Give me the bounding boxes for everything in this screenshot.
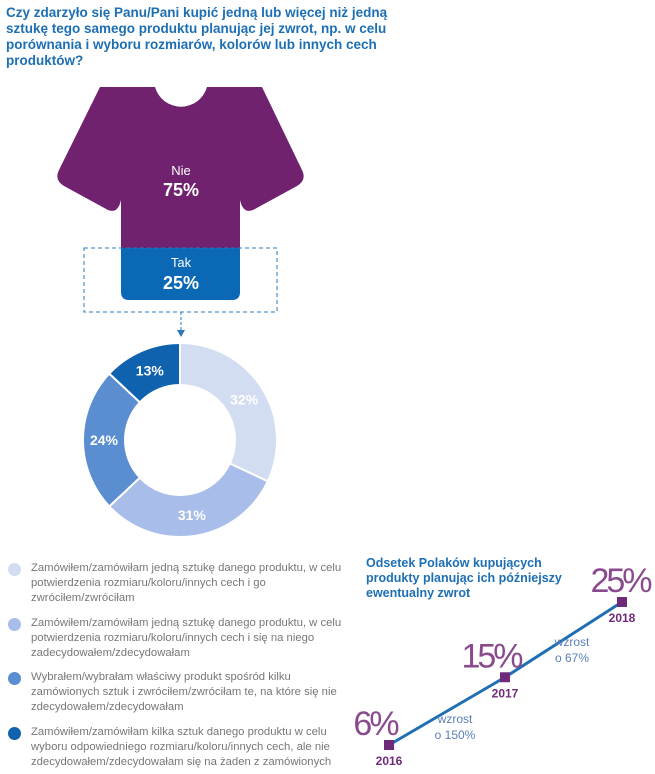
year-label: 2018 <box>609 611 636 625</box>
donut-slice <box>107 462 270 538</box>
donut-slice <box>179 341 278 483</box>
value-label: 15% <box>461 637 523 675</box>
nie-value: 75% <box>163 180 199 200</box>
data-point <box>500 672 510 683</box>
slice-label: 24% <box>90 432 119 448</box>
legend-dot <box>8 727 21 740</box>
arrow-down-icon <box>177 330 185 337</box>
nie-label: Nie <box>171 163 191 178</box>
legend-label: Wybrałem/wybrałam właściwy produkt spośr… <box>31 671 337 713</box>
data-point <box>384 740 394 750</box>
shirt-tak <box>121 248 240 300</box>
value-label: 6% <box>353 705 399 743</box>
legend-item: Wybrałem/wybrałam właściwy produkt spośr… <box>8 670 358 715</box>
year-label: 2016 <box>376 754 403 768</box>
data-point <box>617 597 627 607</box>
line-chart-title: Odsetek Polaków kupujących produkty plan… <box>366 556 562 600</box>
question-title: Czy zdarzyło się Panu/Pani kupić jedną l… <box>6 5 388 68</box>
growth-annotation: o 150% <box>435 728 476 742</box>
legend-dot <box>8 672 21 685</box>
year-label: 2017 <box>492 686 519 700</box>
line-chart: 2016 6% 2017 15% 2018 25% wzrost o 150% wzrost o … <box>353 562 655 768</box>
tak-label: Tak <box>171 255 192 270</box>
slice-label: 32% <box>230 391 259 407</box>
legend-item: Zamówiłem/zamówiłam kilka sztuk danego p… <box>8 725 358 770</box>
legend-dot <box>8 618 21 631</box>
growth-annotation: wzrost <box>554 635 590 649</box>
value-label: 25% <box>590 562 652 600</box>
legend-item: Zamówiłem/zamówiłam jedną sztukę danego … <box>8 561 358 606</box>
legend-item: Zamówiłem/zamówiłam jedną sztukę danego … <box>8 616 358 661</box>
growth-annotation: wzrost <box>437 712 473 726</box>
donut-slice <box>107 341 181 404</box>
legend-label: Zamówiłem/zamówiłam jedną sztukę danego … <box>31 617 342 659</box>
shirt-nie <box>57 87 304 248</box>
slice-label: 31% <box>178 507 207 523</box>
tak-value: 25% <box>163 273 199 293</box>
legend-label: Zamówiłem/zamówiłam kilka sztuk danego p… <box>31 726 332 768</box>
legend-dot <box>8 563 21 576</box>
slice-label: 13% <box>136 362 165 378</box>
growth-annotation: o 67% <box>555 651 589 665</box>
legend-label: Zamówiłem/zamówiłam jedną sztukę danego … <box>31 562 342 604</box>
donut-chart: 32% 31% 24% 13% <box>82 341 278 538</box>
